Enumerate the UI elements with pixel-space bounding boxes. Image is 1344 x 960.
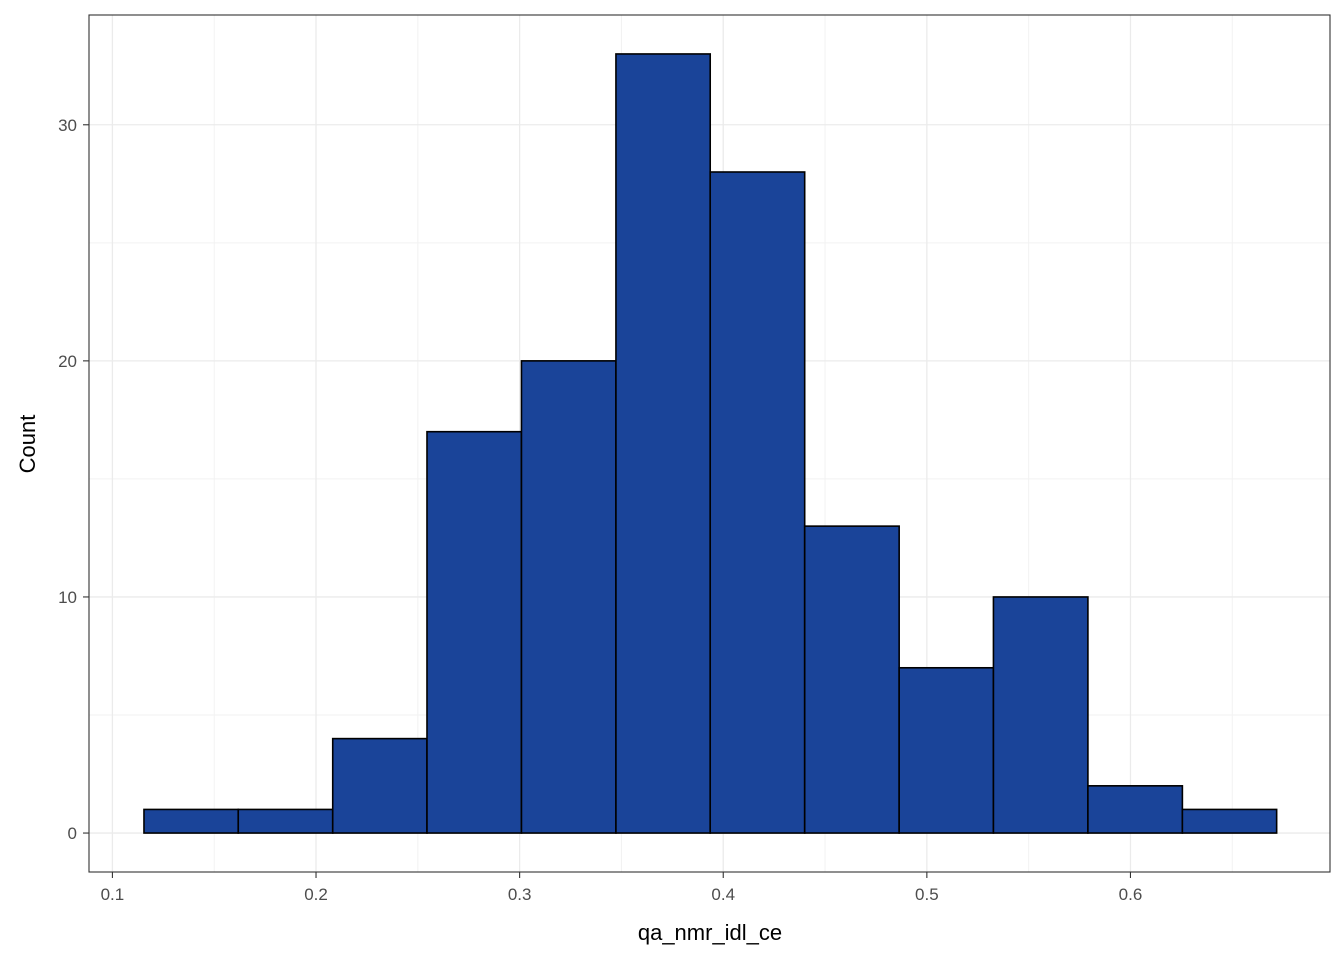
x-axis-title: qa_nmr_idl_ce (638, 920, 782, 945)
ticks-layer: 0.1 0.2 0.3 0.4 0.5 0.6 0 10 20 30 (58, 116, 1142, 904)
x-tick-label: 0.4 (711, 885, 735, 904)
histogram-bar-10 (992, 596, 1089, 834)
histogram-bar-5 (520, 360, 617, 834)
x-tick-label: 0.3 (508, 885, 532, 904)
histogram-bar-9 (898, 666, 995, 834)
x-tick-label: 0.6 (1119, 885, 1143, 904)
histogram-bar-2 (237, 808, 334, 834)
x-tick-label: 0.1 (101, 885, 125, 904)
histogram-bar-12 (1181, 808, 1278, 834)
x-tick-label: 0.5 (915, 885, 939, 904)
y-tick-label: 30 (58, 116, 77, 135)
histogram-bar-3 (331, 737, 428, 834)
y-axis-title: Count (15, 415, 40, 474)
bars-layer (143, 53, 1278, 834)
histogram-bar-6 (615, 53, 712, 834)
y-tick-label: 0 (68, 824, 77, 843)
panel-border (88, 14, 1331, 873)
x-tick-label: 0.2 (304, 885, 328, 904)
histogram-bar-1 (143, 808, 240, 834)
histogram-bar-7 (709, 171, 806, 834)
y-tick-label: 20 (58, 352, 77, 371)
y-tick-label: 10 (58, 588, 77, 607)
histogram-bar-11 (1087, 785, 1184, 834)
histogram-bar-4 (426, 430, 523, 834)
histogram-bar-8 (803, 525, 900, 834)
